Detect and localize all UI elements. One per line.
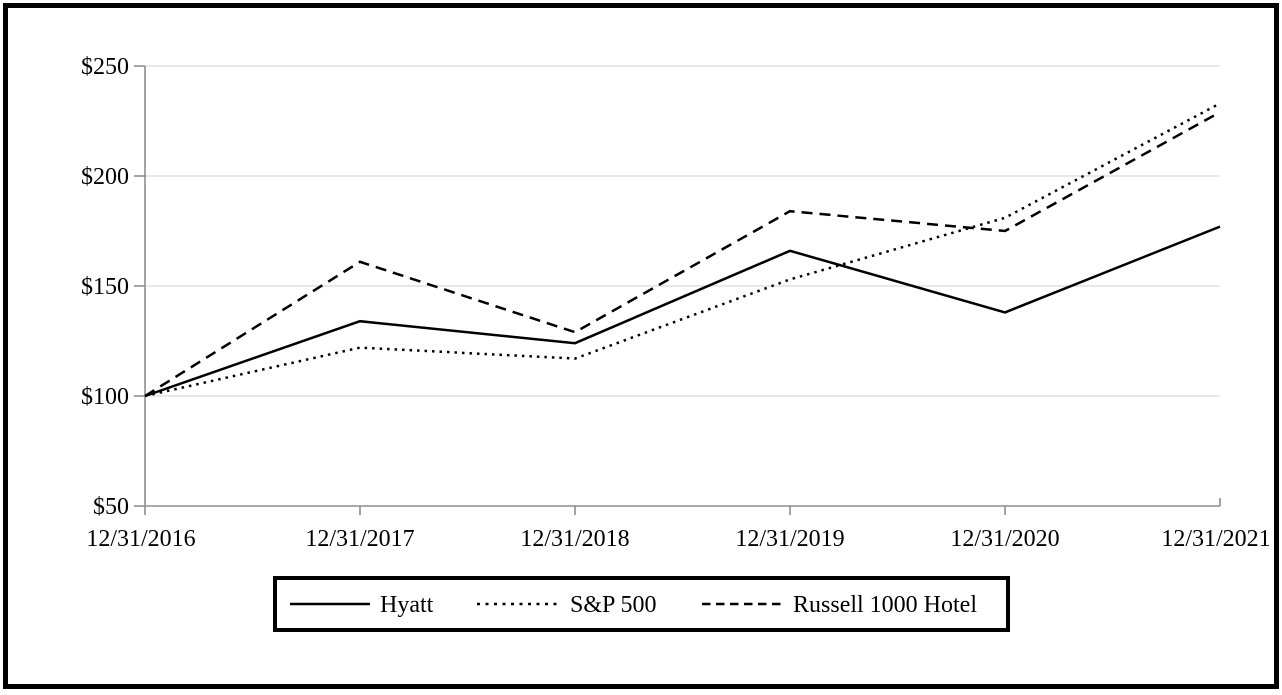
y-axis-labels: $250 $200 $150 $100 $50 xyxy=(81,54,129,520)
x-axis-label-2019: 12/31/2019 xyxy=(735,526,844,552)
legend-label-hyatt: Hyatt xyxy=(380,592,434,618)
x-axis-label-2020: 12/31/2020 xyxy=(950,526,1059,552)
legend-label-russell-1000-hotel: Russell 1000 Hotel xyxy=(793,592,977,618)
x-axis-label-2016: 12/31/2016 xyxy=(86,526,195,552)
series-line-russell-1000-hotel xyxy=(144,111,1221,398)
series-line-hyatt xyxy=(144,225,1221,398)
gridlines xyxy=(145,65,1220,397)
series-line-s-p-500 xyxy=(144,102,1221,398)
chart-frame: $250 $200 $150 $100 $50 12/31/2016 12/31… xyxy=(3,3,1279,689)
y-axis-label-150: $150 xyxy=(81,274,129,300)
x-axis-label-2018: 12/31/2018 xyxy=(520,526,629,552)
x-axis-label-2021: 12/31/2021 xyxy=(1161,526,1270,552)
y-axis-label-100: $100 xyxy=(81,384,129,410)
x-axis-label-2017: 12/31/2017 xyxy=(305,526,414,552)
legend: Hyatt S&P 500 Russell 1000 Hotel xyxy=(273,576,1010,632)
x-tick-marks xyxy=(359,498,1221,515)
legend-label-sp500: S&P 500 xyxy=(570,592,656,618)
y-axis-label-250: $250 xyxy=(81,54,129,80)
y-axis-label-50: $50 xyxy=(93,494,129,520)
x-axis-labels: 12/31/2016 12/31/2017 12/31/2018 12/31/2… xyxy=(86,526,1270,552)
y-tick-marks xyxy=(134,65,145,507)
series-lines xyxy=(144,102,1221,398)
performance-line-chart: $250 $200 $150 $100 $50 12/31/2016 12/31… xyxy=(81,54,1271,632)
y-axis-label-200: $200 xyxy=(81,164,129,190)
legend-box xyxy=(273,576,1010,632)
